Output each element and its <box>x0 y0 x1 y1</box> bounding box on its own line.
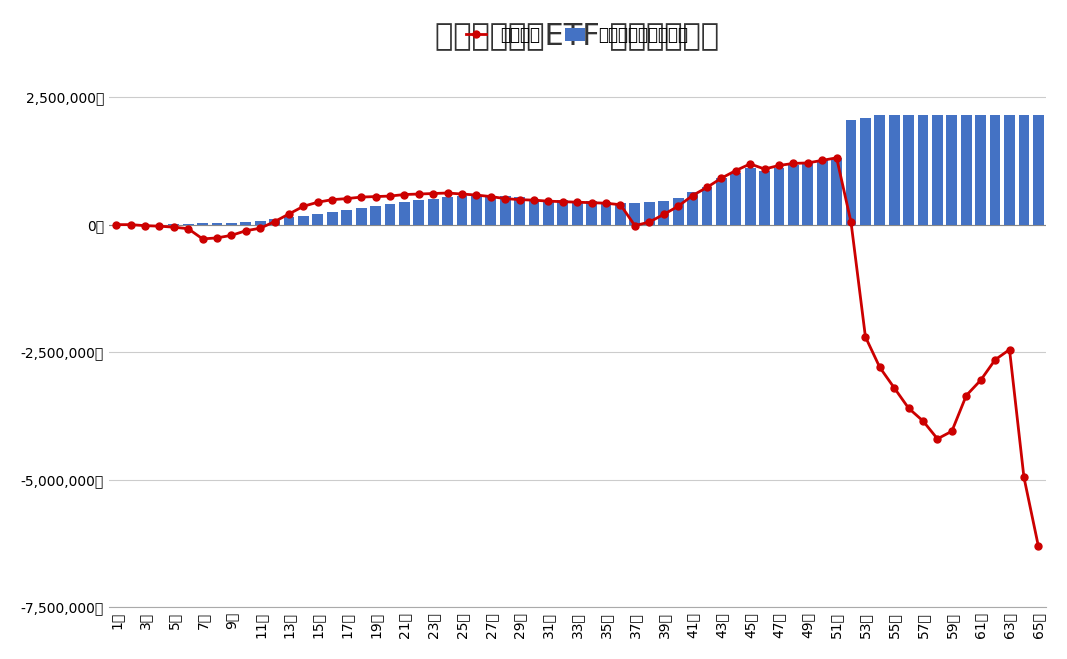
Title: トライオートETF 週別不労所得: トライオートETF 週別不労所得 <box>435 21 719 50</box>
Bar <box>802 163 813 225</box>
Bar <box>904 115 914 225</box>
Bar <box>313 214 323 225</box>
Bar <box>399 202 410 225</box>
Bar <box>284 217 294 225</box>
Bar <box>226 223 237 225</box>
Bar <box>355 208 366 225</box>
Bar <box>759 171 770 225</box>
実現損益 <box>1032 542 1045 550</box>
Bar <box>787 165 799 225</box>
Bar <box>846 120 857 225</box>
Bar <box>918 115 928 225</box>
Bar <box>745 167 755 225</box>
Bar <box>543 200 554 225</box>
Bar <box>774 168 784 225</box>
Bar <box>875 115 886 225</box>
実現損益 <box>830 154 843 161</box>
Bar <box>528 198 540 225</box>
Bar <box>211 223 222 225</box>
Bar <box>182 223 193 225</box>
Bar <box>572 200 583 225</box>
Bar <box>341 210 352 225</box>
Bar <box>384 204 395 225</box>
実現損益 <box>325 196 338 204</box>
Bar <box>615 203 626 225</box>
Bar <box>601 202 611 225</box>
Bar <box>442 197 453 225</box>
実現損益 <box>498 194 511 202</box>
Bar <box>269 219 280 225</box>
Bar <box>586 201 598 225</box>
Bar <box>413 200 425 225</box>
Bar <box>630 203 640 225</box>
実現損益 <box>917 417 929 425</box>
Legend: 実現損益, 利益（累積利確額）: 実現損益, 利益（累積利確額） <box>466 26 688 44</box>
Bar <box>860 117 871 225</box>
Bar <box>816 160 828 225</box>
Bar <box>457 196 467 225</box>
Bar <box>240 222 251 225</box>
Bar <box>701 187 713 225</box>
Line: 実現損益: 実現損益 <box>113 154 1041 550</box>
Bar <box>961 115 972 225</box>
Bar <box>933 115 943 225</box>
Bar <box>428 198 439 225</box>
Bar <box>831 158 842 225</box>
Bar <box>658 201 669 225</box>
Bar <box>889 115 899 225</box>
Bar <box>298 216 308 225</box>
Bar <box>687 192 698 225</box>
Bar <box>672 198 684 225</box>
Bar <box>716 178 727 225</box>
実現損益 <box>383 192 396 200</box>
Bar <box>643 202 655 225</box>
Bar <box>946 115 957 225</box>
実現損益 <box>110 221 123 229</box>
Bar <box>485 196 496 225</box>
Bar <box>370 206 381 225</box>
実現損益 <box>1003 345 1016 353</box>
Bar <box>1033 115 1044 225</box>
Bar <box>730 173 742 225</box>
Bar <box>255 221 266 225</box>
Bar <box>197 223 208 225</box>
Bar <box>975 115 986 225</box>
Bar <box>990 115 1001 225</box>
Bar <box>499 196 511 225</box>
Bar <box>471 195 482 225</box>
Bar <box>1019 115 1030 225</box>
Bar <box>557 200 569 225</box>
Bar <box>1004 115 1015 225</box>
Bar <box>327 212 337 225</box>
Bar <box>514 197 525 225</box>
実現損益 <box>585 199 598 207</box>
